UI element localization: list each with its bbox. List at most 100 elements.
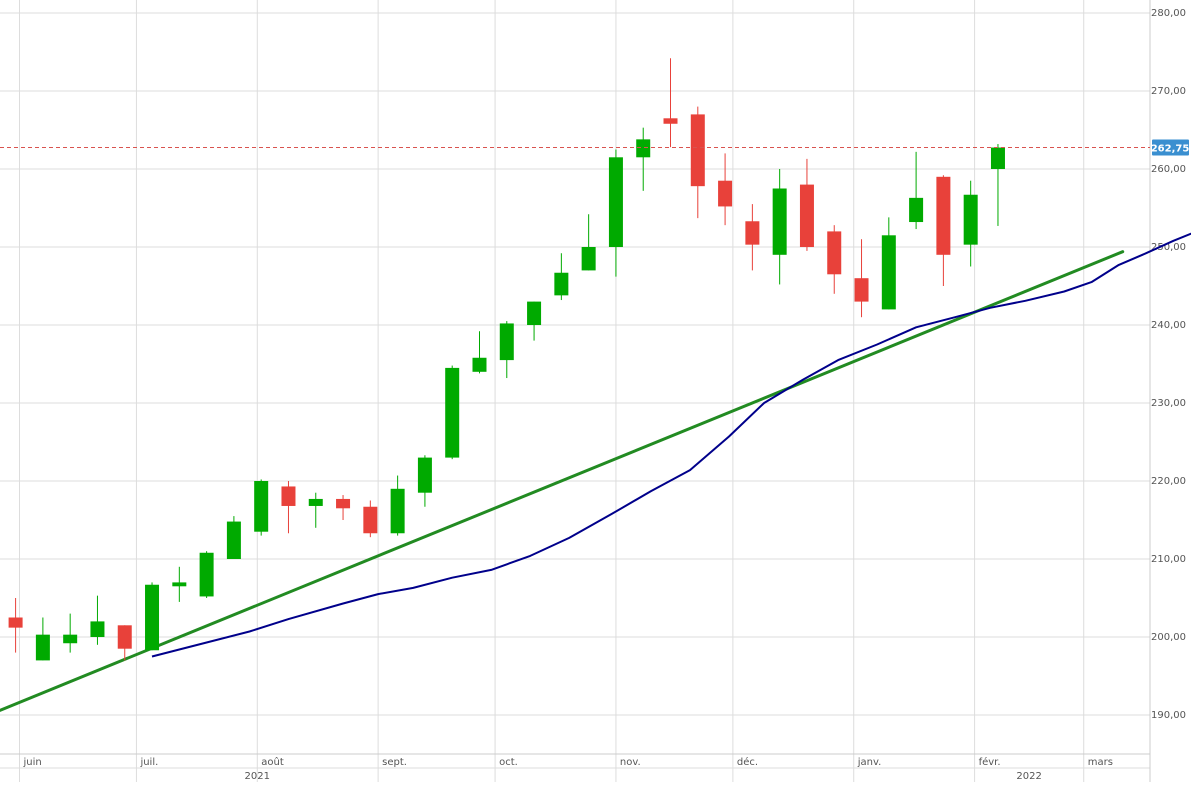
candle-up	[35, 617, 50, 661]
candle-body	[990, 147, 1005, 169]
candle-body	[199, 552, 214, 597]
candle-up	[254, 479, 269, 536]
candle-up	[554, 253, 569, 301]
candle-down	[827, 225, 842, 294]
candle-body	[554, 272, 569, 296]
y-tick-label: 200,00	[1151, 632, 1186, 643]
x-month-label: sept.	[382, 757, 407, 768]
x-month-label: août	[261, 756, 284, 768]
trendline-layer	[0, 250, 1125, 712]
y-tick-label: 190,00	[1151, 710, 1186, 721]
y-tick-label: 260,00	[1151, 164, 1186, 175]
current-price-layer: 262,75	[0, 139, 1190, 156]
candle-body	[472, 357, 487, 372]
y-tick-label: 250,00	[1151, 242, 1186, 253]
x-month-label: juin	[22, 757, 41, 768]
x-year-label: 2022	[1016, 771, 1041, 782]
candle-down	[854, 239, 869, 318]
candle-up	[226, 516, 241, 559]
grid-lines	[0, 0, 1150, 782]
moving-average-line	[151, 232, 1191, 658]
candle-down	[117, 625, 132, 661]
y-tick-label: 230,00	[1151, 398, 1186, 409]
candle-down	[718, 153, 733, 226]
candle-body	[799, 184, 814, 247]
candle-down	[281, 481, 296, 534]
x-month-label: déc.	[737, 756, 758, 768]
candle-body	[608, 157, 623, 247]
candle-up	[527, 301, 542, 341]
x-year-label: 2021	[245, 771, 270, 782]
candle-up	[63, 613, 78, 653]
x-month-label: nov.	[620, 757, 641, 768]
candle-body	[417, 457, 432, 493]
candle-up	[772, 169, 787, 285]
candle-up	[581, 214, 596, 271]
candle-up	[145, 582, 160, 651]
candle-body	[827, 231, 842, 275]
candle-body	[336, 498, 351, 509]
candle-up	[417, 455, 432, 507]
candle-body	[117, 625, 132, 649]
candle-down	[745, 204, 760, 271]
candle-body	[663, 118, 678, 124]
candle-body	[936, 176, 951, 255]
current-price-badge	[1152, 139, 1189, 156]
candle-up	[881, 217, 896, 310]
candle-down	[363, 500, 378, 538]
candle-down	[936, 175, 951, 286]
y-tick-label: 240,00	[1151, 320, 1186, 331]
candle-up	[390, 475, 405, 536]
candle-body	[90, 621, 105, 637]
candle-body	[499, 323, 514, 361]
x-month-label: juil.	[139, 757, 158, 768]
candle-body	[445, 367, 460, 458]
candle-up	[90, 595, 105, 645]
candle-up	[172, 566, 187, 602]
candle-body	[8, 617, 23, 628]
candle-body	[226, 521, 241, 559]
candle-up	[636, 127, 651, 191]
candle-body	[854, 278, 869, 302]
candle-down	[799, 158, 814, 251]
candle-body	[281, 486, 296, 506]
support-trendline	[0, 250, 1125, 712]
candle-down	[336, 495, 351, 520]
candle-body	[254, 481, 269, 532]
candle-up	[472, 331, 487, 374]
candle-body	[145, 584, 160, 651]
candle-body	[390, 488, 405, 534]
candle-body	[172, 582, 187, 587]
candle-down	[8, 598, 23, 653]
candle-body	[636, 139, 651, 158]
x-month-label: janv.	[857, 757, 882, 768]
candle-up	[608, 149, 623, 277]
y-tick-label: 280,00	[1151, 8, 1186, 19]
candle-body	[363, 506, 378, 534]
x-month-label: févr.	[979, 756, 1001, 768]
y-tick-label: 220,00	[1151, 476, 1186, 487]
current-price-label: 262,75	[1151, 144, 1190, 155]
candle-up	[990, 144, 1005, 226]
candle-body	[690, 114, 705, 187]
moving-average-layer	[151, 232, 1191, 658]
x-month-label: oct.	[499, 757, 518, 768]
candle-up	[963, 180, 978, 267]
candle-up	[445, 365, 460, 460]
candle-up	[909, 151, 924, 230]
x-month-label: mars	[1088, 757, 1113, 768]
candle-body	[745, 221, 760, 245]
y-tick-label: 270,00	[1151, 86, 1186, 97]
y-tick-label: 210,00	[1151, 554, 1186, 565]
candle-up	[199, 551, 214, 598]
candle-up	[499, 321, 514, 379]
candle-body	[35, 634, 50, 661]
candle-down	[690, 106, 705, 219]
candle-body	[963, 194, 978, 245]
candle-body	[527, 301, 542, 325]
candle-body	[772, 188, 787, 255]
candle-body	[581, 247, 596, 271]
